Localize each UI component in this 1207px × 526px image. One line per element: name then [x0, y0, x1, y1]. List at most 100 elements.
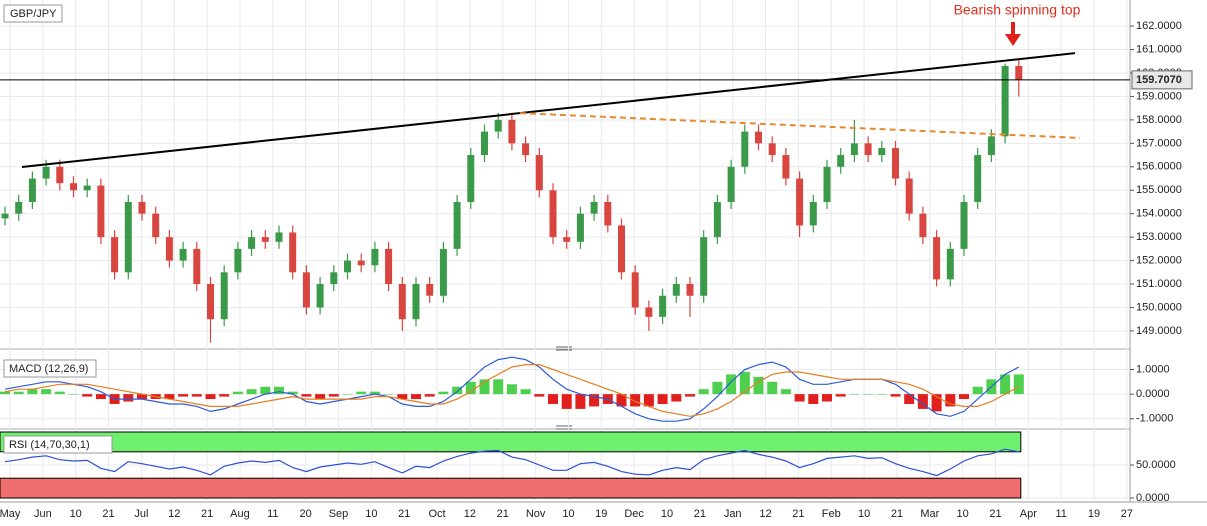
candle-body	[933, 237, 941, 280]
macd-histogram-bar	[452, 386, 463, 395]
candle-body	[234, 248, 242, 273]
x-tick-label: 21	[201, 508, 213, 520]
plot-layer: May Jun 10 21 Jul 12 21 Aug 11 20 Sep 10 21 Oct 12 21 No…	[0, 0, 1193, 520]
macd-histogram-bar	[753, 376, 764, 395]
x-tick-label: Nov	[526, 508, 546, 520]
macd-histogram-bar	[575, 394, 586, 409]
macd-histogram-bar	[726, 374, 737, 395]
candle-body	[905, 178, 913, 214]
macd-histogram-bar	[178, 394, 189, 397]
candle-body	[1015, 65, 1023, 80]
macd-histogram-bar	[945, 394, 956, 407]
annotation: Bearish spinning top	[954, 2, 1081, 18]
macd-histogram-bar	[191, 394, 202, 397]
candle-body	[42, 166, 50, 179]
macd-histogram-bar	[465, 381, 476, 395]
macd-histogram-bar	[643, 394, 654, 407]
x-tick-label: Feb	[822, 508, 841, 520]
candle-body	[590, 201, 598, 214]
separator-handle[interactable]	[556, 346, 572, 430]
macd-histogram-bar	[424, 394, 435, 397]
candle-body	[344, 260, 351, 273]
candle-body	[823, 166, 831, 202]
macd-histogram-bar	[890, 394, 901, 397]
macd-histogram-bar	[1000, 374, 1011, 395]
x-tick-label: 21	[497, 508, 509, 520]
candle-body	[289, 232, 297, 273]
macd-histogram-bar	[1013, 374, 1024, 395]
candle-body	[604, 201, 612, 226]
candle-body	[837, 155, 845, 167]
candle-body	[316, 284, 324, 308]
candle-body	[302, 272, 310, 308]
x-tick-label: 19	[1088, 508, 1100, 520]
candle-body	[494, 119, 502, 132]
macd-histogram-bar	[767, 381, 778, 395]
x-tick-label: 21	[989, 508, 1001, 520]
x-tick-label: Jun	[34, 508, 52, 520]
macd-histogram-bar	[123, 394, 134, 402]
macd-histogram-bar	[397, 394, 408, 400]
candle-body	[782, 155, 790, 179]
macd-histogram-bar	[616, 394, 627, 407]
chart-title: GBP/JPY	[10, 8, 57, 20]
y-tick-label: -1.0000	[1136, 413, 1173, 425]
x-tick-label: 27	[1121, 508, 1133, 520]
x-tick-label: 21	[792, 508, 804, 520]
candle-body	[892, 148, 899, 179]
candle-body	[727, 166, 735, 202]
macd-histogram-bar	[548, 394, 558, 404]
candle-body	[768, 143, 776, 156]
x-tick-label: Jul	[134, 508, 148, 520]
macd-histogram-bar	[232, 391, 243, 395]
y-tick-label: 152.0000	[1136, 254, 1182, 266]
x-tick-label: 10	[661, 508, 673, 520]
candle-body	[111, 237, 119, 273]
macd-line	[4, 356, 1020, 422]
macd-histogram-bar	[780, 389, 791, 395]
candle-body	[755, 131, 762, 144]
candle-body	[878, 148, 886, 156]
macd-histogram-bar	[589, 394, 600, 407]
x-tick-label: 21	[694, 508, 706, 520]
candle-body	[261, 237, 269, 242]
candle-body	[1001, 65, 1009, 137]
candle-body	[563, 237, 571, 242]
y-tick-label: 149.0000	[1136, 325, 1182, 337]
macd-histogram-bar	[356, 391, 367, 395]
macd-histogram-bar	[342, 394, 353, 395]
x-tick-label: 10	[957, 508, 969, 520]
rsi-line	[4, 448, 1019, 477]
candle-body	[576, 213, 584, 242]
legend-box	[3, 359, 97, 378]
x-tick-label: 10	[365, 508, 377, 520]
macd-histogram-bar	[657, 394, 668, 404]
x-tick-label: 11	[267, 508, 278, 520]
macd-histogram-bar	[82, 394, 93, 397]
y-tick-label: 0.0000	[1136, 388, 1170, 400]
macd-histogram-bar	[904, 394, 915, 404]
candle-body	[508, 119, 516, 144]
macd-histogram-bar	[246, 389, 257, 395]
macd-histogram-bar	[863, 394, 874, 395]
candle-body	[700, 237, 708, 296]
y-tick-label: 158.0000	[1136, 114, 1182, 126]
macd-histogram-bar	[794, 394, 805, 402]
candle-body	[357, 260, 365, 266]
x-tick-label: 11	[1055, 508, 1066, 520]
trendline	[21, 52, 1076, 169]
macd-histogram-bar	[972, 386, 983, 395]
candle-body	[686, 284, 694, 296]
y-tick-label: 159.0000	[1136, 90, 1182, 102]
x-tick-label: 19	[595, 508, 607, 520]
x-tick-label: Dec	[624, 508, 644, 520]
x-tick-label: 12	[759, 508, 771, 520]
y-tick-label: 157.0000	[1136, 137, 1182, 149]
candle-body	[796, 178, 804, 226]
candle-body	[97, 185, 105, 238]
x-tick-label: 10	[562, 508, 574, 520]
candle-body	[659, 295, 667, 317]
macd-histogram-bar	[315, 394, 326, 400]
macd-histogram-bar	[260, 386, 271, 395]
